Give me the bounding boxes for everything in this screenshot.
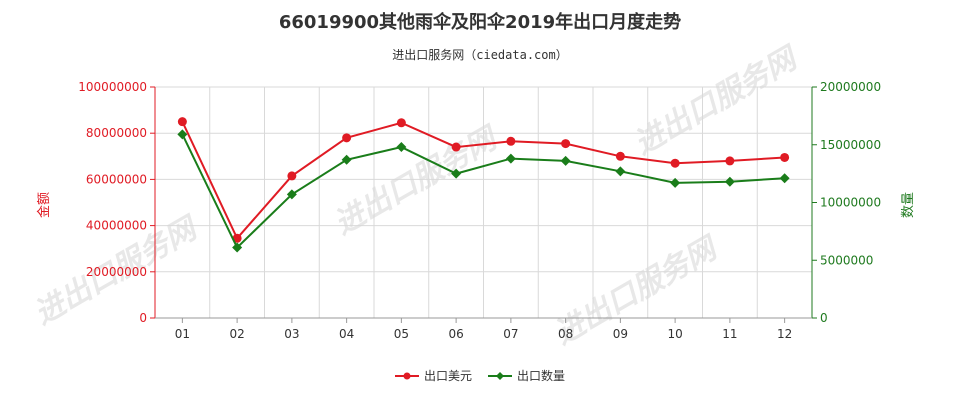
x-axis-tick-label: 07 — [503, 327, 518, 341]
series-2-point — [560, 155, 571, 166]
series-1-point — [177, 117, 187, 127]
series-2-point — [232, 242, 243, 253]
series-2-point — [451, 168, 462, 179]
watermark-text: 进出口服务网 — [329, 120, 506, 242]
legend-marker-1 — [403, 372, 411, 380]
legend-label-1[interactable]: 出口美元 — [424, 369, 472, 383]
x-axis-tick-label: 05 — [394, 327, 409, 341]
x-axis-tick-label: 06 — [448, 327, 463, 341]
x-axis-tick-label: 11 — [722, 327, 737, 341]
x-axis-tick-label: 01 — [175, 327, 190, 341]
series-2-point — [670, 177, 681, 188]
right-axis-title: 数量 — [901, 192, 916, 218]
series-1-point — [451, 142, 461, 152]
series-1-point — [232, 233, 242, 243]
series-2-point — [286, 189, 297, 200]
series-2-point — [724, 176, 735, 187]
series-2-point — [615, 166, 626, 177]
series-1-point — [342, 133, 352, 143]
series-layer — [177, 117, 790, 253]
chart-title: 66019900其他雨伞及阳伞2019年出口月度走势 — [278, 12, 682, 33]
left-axis-tick-label: 60000000 — [86, 172, 147, 186]
series-line-1 — [181, 121, 785, 241]
series-2-point — [177, 129, 188, 140]
series-1-point — [506, 136, 516, 146]
x-axis-tick-label: 10 — [667, 327, 682, 341]
left-axis-tick-label: 20000000 — [86, 265, 147, 279]
series-1-point — [561, 139, 571, 149]
right-axis-tick-label: 0 — [820, 311, 828, 325]
left-axis-title: 金额 — [36, 192, 52, 218]
axis-layer: 0 20000000 40000000 60000000 80000000 1000000… — [36, 80, 916, 341]
series-1-point — [615, 151, 625, 161]
series-1-point — [396, 118, 406, 128]
x-axis-tick-label: 03 — [284, 327, 299, 341]
x-axis-tick-label: 09 — [613, 327, 628, 341]
series-2-point — [396, 142, 407, 153]
series-line-2 — [181, 133, 785, 250]
watermark-text: 进出口服务网 — [549, 230, 726, 352]
x-axis-tick-label: 12 — [777, 327, 792, 341]
series-1-point — [725, 156, 735, 166]
series-1-point — [287, 171, 297, 181]
x-axis-tick-label: 02 — [229, 327, 244, 341]
legend-layer: 出口美元 出口数量 — [395, 368, 565, 383]
series-1-point — [670, 158, 680, 168]
legend-marker-2 — [496, 372, 504, 380]
left-axis-tick-label: 40000000 — [86, 219, 147, 233]
right-axis-tick-label: 5000000 — [820, 253, 873, 267]
watermark-text: 进出口服务网 — [629, 40, 806, 162]
left-axis-tick-label: 100000000 — [78, 80, 147, 94]
left-axis-tick-label: 0 — [139, 311, 147, 325]
series-2-point — [341, 154, 352, 165]
left-axis-tick-label: 80000000 — [86, 126, 147, 140]
chart-subtitle: 进出口服务网（ciedata.com） — [392, 48, 568, 62]
x-axis-tick-label: 04 — [339, 327, 354, 341]
right-axis-tick-label: 15000000 — [820, 138, 881, 152]
x-axis-tick-label: 08 — [558, 327, 573, 341]
series-2-point — [779, 173, 790, 184]
right-axis-tick-label: 20000000 — [820, 80, 881, 94]
legend-label-2[interactable]: 出口数量 — [517, 368, 565, 383]
series-2-point — [505, 153, 516, 164]
right-axis-tick-label: 10000000 — [820, 196, 881, 210]
series-1-point — [780, 152, 790, 162]
